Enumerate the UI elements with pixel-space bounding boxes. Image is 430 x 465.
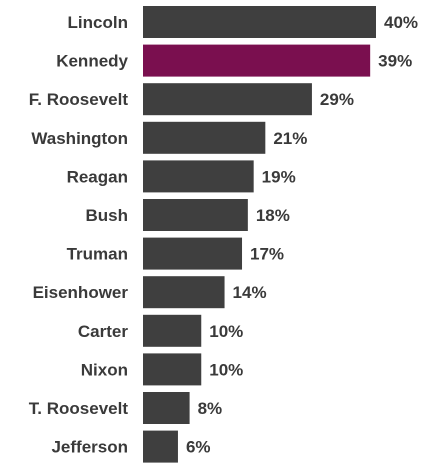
category-label: Lincoln bbox=[68, 13, 128, 32]
value-label: 10% bbox=[209, 360, 243, 379]
value-label: 29% bbox=[320, 90, 354, 109]
bar bbox=[143, 121, 266, 154]
bar bbox=[143, 44, 371, 77]
bar bbox=[143, 314, 202, 347]
value-label: 8% bbox=[198, 399, 223, 418]
value-label: 18% bbox=[256, 206, 290, 225]
bar bbox=[143, 353, 202, 386]
category-label: Eisenhower bbox=[33, 283, 129, 302]
bar bbox=[143, 276, 225, 309]
category-label: T. Roosevelt bbox=[29, 399, 129, 418]
value-label: 21% bbox=[273, 129, 307, 148]
bar bbox=[143, 6, 376, 38]
category-label: Nixon bbox=[81, 360, 128, 379]
value-label: 6% bbox=[186, 438, 211, 457]
bar bbox=[143, 83, 312, 116]
bar bbox=[143, 160, 254, 193]
bar bbox=[143, 237, 243, 270]
category-label: Truman bbox=[67, 245, 128, 264]
value-label: 17% bbox=[250, 245, 284, 264]
category-label: F. Roosevelt bbox=[29, 90, 129, 109]
value-label: 40% bbox=[384, 13, 418, 32]
category-label: Washington bbox=[31, 129, 128, 148]
value-label: 14% bbox=[233, 283, 267, 302]
category-label: Carter bbox=[78, 322, 128, 341]
category-label: Jefferson bbox=[51, 438, 128, 457]
value-label: 39% bbox=[378, 52, 412, 71]
category-label: Kennedy bbox=[56, 52, 128, 71]
bar bbox=[143, 430, 178, 463]
category-label: Bush bbox=[86, 206, 129, 225]
bar bbox=[143, 199, 248, 231]
value-label: 10% bbox=[209, 322, 243, 341]
category-label: Reagan bbox=[67, 167, 128, 186]
value-label: 19% bbox=[262, 167, 296, 186]
bar bbox=[143, 392, 190, 424]
